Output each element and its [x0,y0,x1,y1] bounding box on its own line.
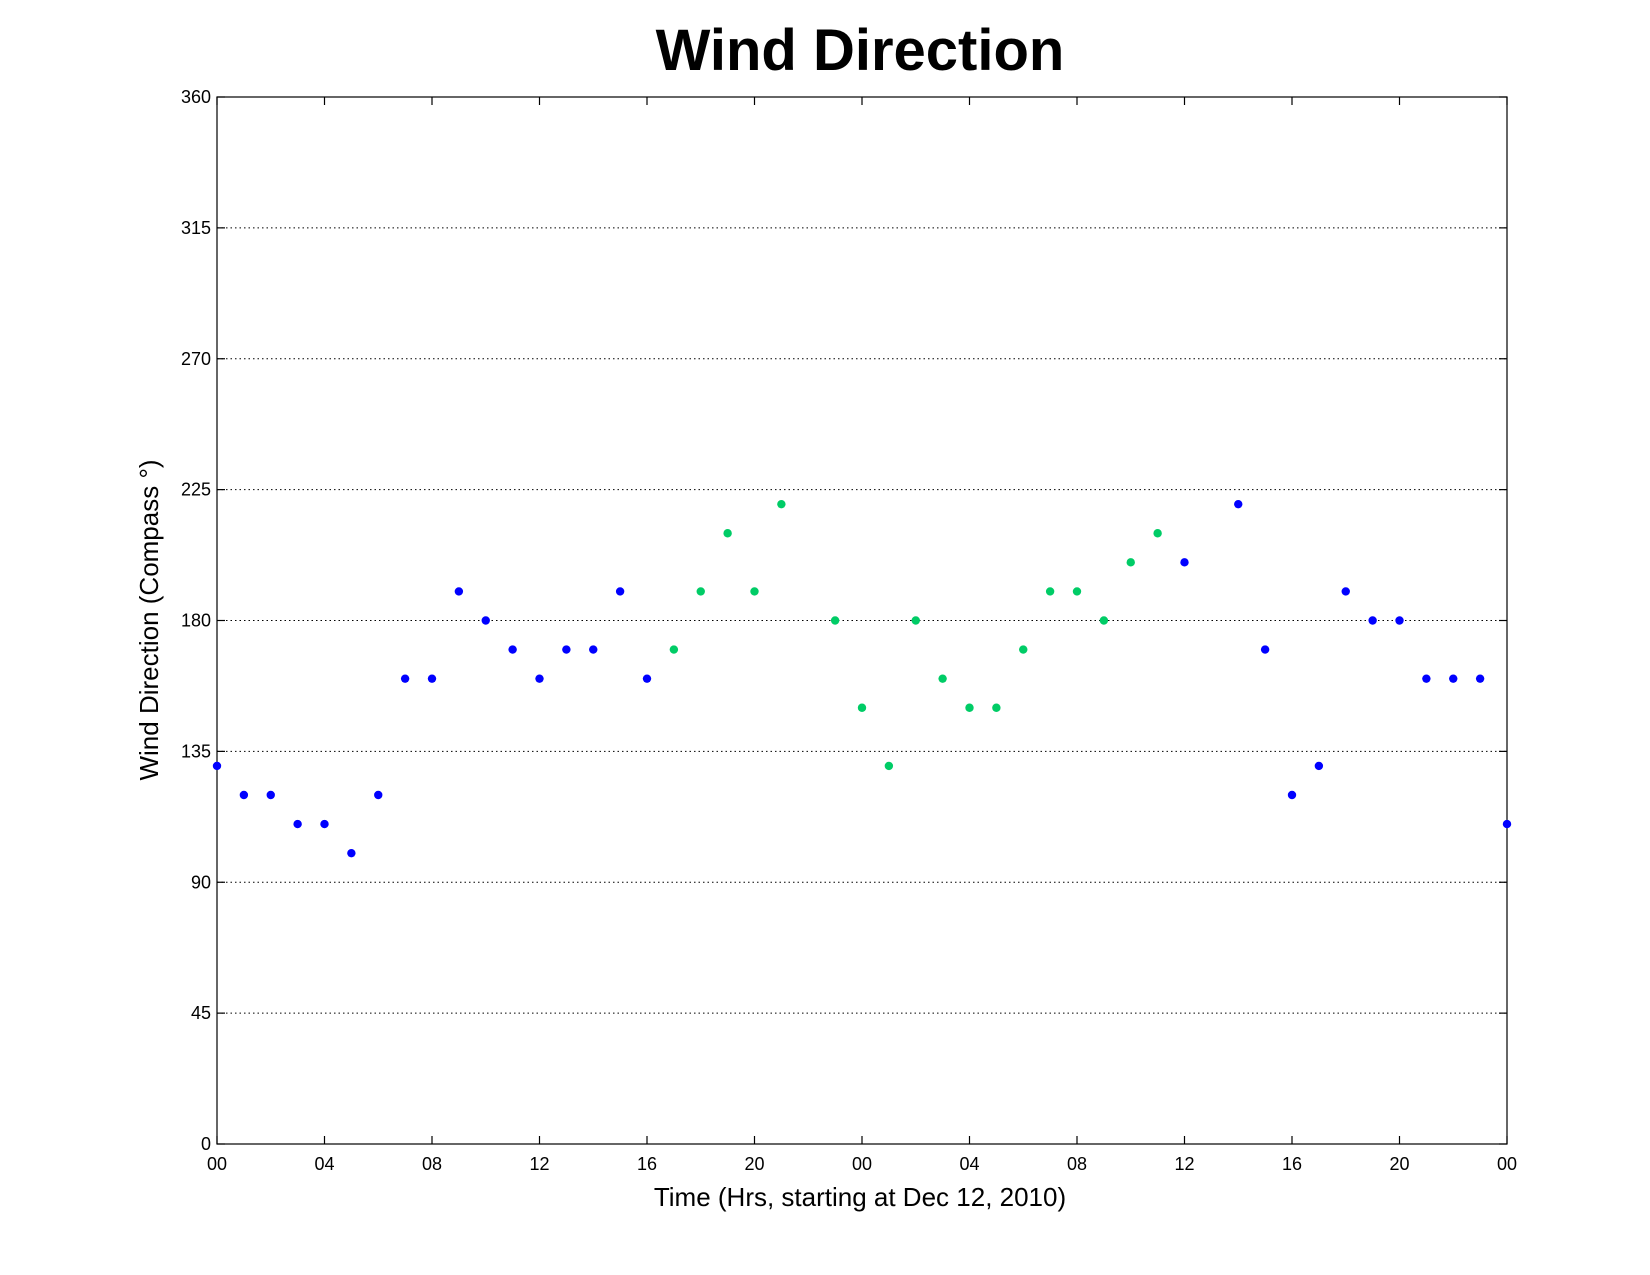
data-point [1475,674,1485,683]
data-point [911,616,920,625]
x-tick-label: 04 [959,1154,979,1174]
x-tick-label: 04 [314,1154,334,1174]
data-point [212,761,222,771]
data-point [1449,674,1458,683]
data-point [992,703,1001,712]
y-tick-label: 45 [191,1003,211,1023]
x-tick-label: 20 [744,1154,764,1174]
x-tick-label: 12 [529,1154,549,1174]
data-point [1180,558,1189,567]
data-point [777,499,786,509]
x-tick-label: 20 [1389,1154,1409,1174]
x-tick-label: 00 [852,1154,872,1174]
data-point [589,645,598,654]
data-point [481,616,490,625]
data-point [723,529,732,538]
y-tick-label: 90 [191,872,211,892]
x-tick-label: 08 [422,1154,442,1174]
data-point [1422,674,1431,683]
data-point [1072,587,1082,596]
data-point [266,790,275,800]
data-point [535,674,544,683]
axis-ticks: 0 45 90 135 180 225 270 315 360 00 04 08 12 16 20 00 04 0… [181,87,1517,1174]
data-point [427,674,437,683]
data-point [1260,645,1270,654]
data-point [1234,499,1243,509]
x-axis-label: Time (Hrs, starting at Dec 12, 2010) [654,1182,1066,1212]
data-point [1395,616,1404,625]
x-tick-label: 08 [1067,1154,1087,1174]
data-point [1153,529,1162,538]
x-tick-label: 00 [207,1154,227,1174]
y-tick-label: 135 [181,741,211,761]
data-point [239,790,249,800]
chart-title: Wind Direction [656,18,1065,83]
data-point [293,819,302,829]
data-point [1126,558,1135,567]
data-point [642,674,652,683]
x-tick-label: 12 [1174,1154,1194,1174]
y-tick-label: 225 [181,480,211,500]
data-point [562,645,571,654]
data-point [669,645,679,654]
data-point [374,790,383,800]
data-point [508,645,517,654]
data-point [1287,790,1297,800]
x-tick-label: 16 [637,1154,657,1174]
y-tick-label: 180 [181,611,211,631]
y-tick-label: 315 [181,218,211,238]
data-point [1019,645,1028,654]
data-point [1368,616,1377,625]
data-point [1341,587,1350,596]
x-tick-label: 00 [1497,1154,1517,1174]
data-point [1099,616,1109,625]
data-point [1314,761,1324,771]
data-point [965,703,974,712]
data-point [347,848,356,858]
data-point [884,761,894,771]
data-point [857,703,867,712]
data-point [1045,587,1055,596]
data-point [750,587,759,596]
data-point [615,587,625,596]
data-point [1502,819,1512,829]
data-point [400,674,410,683]
data-point [320,819,329,829]
data-point [830,616,840,625]
y-tick-label: 0 [201,1134,211,1154]
gridlines [217,227,1507,1014]
data-points [212,499,1512,858]
x-tick-label: 16 [1282,1154,1302,1174]
data-point [696,587,705,596]
y-tick-label: 270 [181,349,211,369]
data-point [938,674,947,683]
y-axis-label: Wind Direction (Compass °) [134,459,164,780]
data-point [454,587,464,596]
y-tick-label: 360 [181,87,211,107]
